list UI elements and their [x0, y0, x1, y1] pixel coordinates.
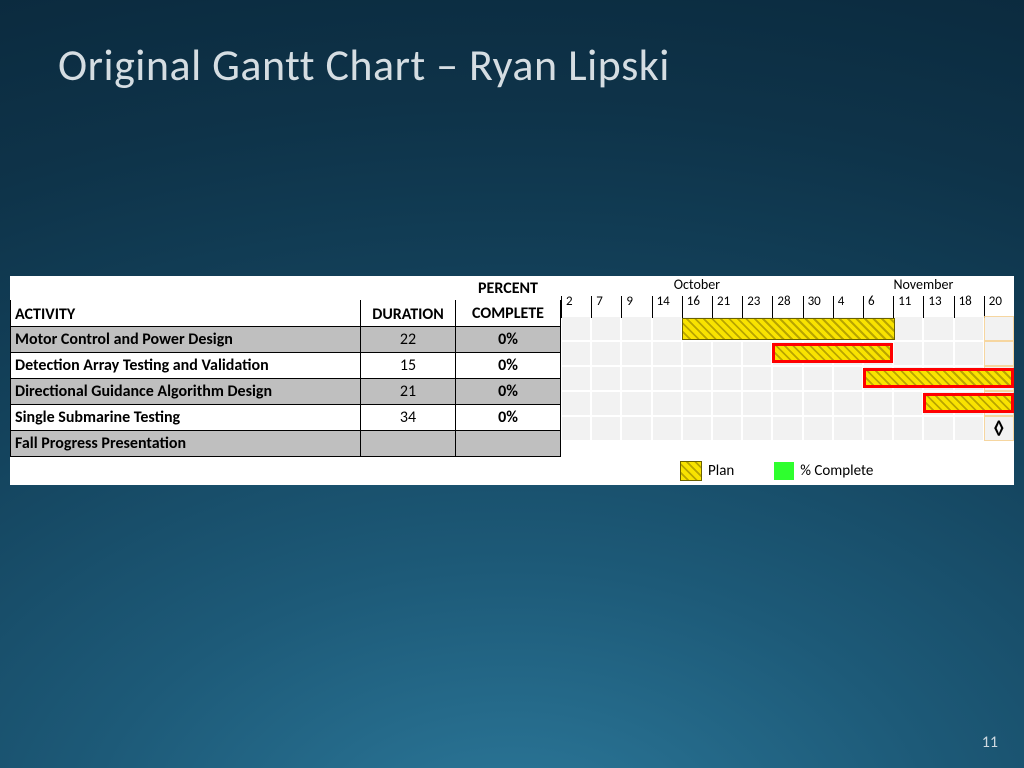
tick: 14: [652, 296, 667, 318]
tick: 30: [803, 296, 818, 318]
cell-duration: 15: [361, 353, 456, 379]
cell-percent: 0%: [456, 379, 561, 405]
bar-row: ◊: [561, 416, 1014, 441]
bar-row: [561, 341, 1014, 366]
tick: 21: [712, 296, 727, 318]
tick: 2: [561, 296, 570, 318]
legend: Plan % Complete: [10, 457, 1014, 485]
tick: 13: [923, 296, 938, 318]
table-row: Detection Array Testing and Validation15…: [11, 353, 561, 379]
legend-plan-swatch: [680, 461, 702, 481]
tick: 18: [954, 296, 969, 318]
legend-complete-swatch: [774, 462, 794, 480]
cell-percent: 0%: [456, 405, 561, 431]
tick: 23: [742, 296, 757, 318]
tick: 7: [591, 296, 600, 318]
month-label: October: [561, 276, 833, 296]
timeline: OctoberNovember 279141621232830461113182…: [561, 276, 1014, 457]
bar-row: [561, 316, 1014, 341]
cell-activity: Single Submarine Testing: [11, 405, 361, 431]
legend-plan-label: Plan: [708, 462, 734, 480]
tick: 6: [863, 296, 872, 318]
cell-duration: 34: [361, 405, 456, 431]
cell-activity: Detection Array Testing and Validation: [11, 353, 361, 379]
cell-percent: 0%: [456, 353, 561, 379]
tick: 20: [984, 296, 999, 318]
tick: 9: [621, 296, 630, 318]
bar-row: [561, 366, 1014, 391]
page-number: 11: [982, 733, 998, 752]
cell-duration: 22: [361, 327, 456, 353]
gantt-chart: PERCENT ACTIVITY DURATION COMPLETE Motor…: [10, 276, 1014, 485]
table-row: Single Submarine Testing340%: [11, 405, 561, 431]
hdr-activity: ACTIVITY: [11, 300, 361, 327]
tick: 16: [682, 296, 697, 318]
activity-table: PERCENT ACTIVITY DURATION COMPLETE Motor…: [10, 276, 561, 457]
cell-activity: Directional Guidance Algorithm Design: [11, 379, 361, 405]
tick: 11: [893, 296, 908, 318]
legend-complete-label: % Complete: [800, 462, 873, 480]
cell-percent: [456, 431, 561, 457]
hdr-duration: DURATION: [361, 300, 456, 327]
cell-activity: Fall Progress Presentation: [11, 431, 361, 457]
table-row: Motor Control and Power Design220%: [11, 327, 561, 353]
milestone-icon: ◊: [994, 417, 1005, 441]
plan-bar: [682, 318, 895, 340]
cell-activity: Motor Control and Power Design: [11, 327, 361, 353]
plan-bar: [923, 393, 1014, 413]
month-header: OctoberNovember: [561, 276, 1014, 296]
bar-rows: ◊: [561, 316, 1014, 441]
tick: 28: [772, 296, 787, 318]
tick-header: 279 14 16 21 23 28 30 46 11 13 18 20: [561, 296, 1014, 316]
cell-duration: 21: [361, 379, 456, 405]
hdr-percent-top: PERCENT: [456, 276, 561, 300]
tick: 4: [833, 296, 842, 318]
month-label: November: [833, 276, 1014, 296]
cell-percent: 0%: [456, 327, 561, 353]
plan-bar: [772, 343, 893, 363]
table-row: Directional Guidance Algorithm Design210…: [11, 379, 561, 405]
cell-duration: [361, 431, 456, 457]
plan-bar: [863, 368, 1014, 388]
bar-row: [561, 391, 1014, 416]
hdr-percent-bottom: COMPLETE: [456, 300, 561, 327]
slide-title: Original Gantt Chart – Ryan Lipski: [0, 0, 1024, 92]
table-row: Fall Progress Presentation: [11, 431, 561, 457]
